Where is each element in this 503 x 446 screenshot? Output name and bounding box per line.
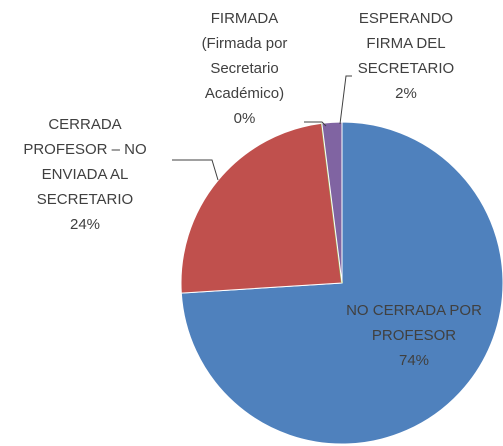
leader-line	[172, 159, 219, 181]
leader-line	[304, 121, 327, 127]
pie	[180, 121, 503, 445]
slice	[180, 122, 343, 294]
leader-line	[339, 75, 352, 125]
category-label: ESPERANDO FIRMA DEL SECRETARIO	[357, 10, 455, 77]
value-label: 2%	[395, 85, 417, 102]
slice-label: CERRADA PROFESOR – NO ENVIADA AL SECRETA…	[10, 112, 160, 237]
slice-label: FIRMADA (Firmada por Secretario Académic…	[182, 6, 307, 131]
slice-label: NO CERRADA POR PROFESOR 74%	[344, 298, 484, 373]
category-label: FIRMADA (Firmada por Secretario Académic…	[201, 10, 288, 102]
category-label: CERRADA PROFESOR – NO ENVIADA AL SECRETA…	[23, 116, 147, 208]
value-label: 74%	[398, 352, 430, 369]
value-label: 0%	[233, 110, 256, 127]
slice	[321, 121, 343, 284]
value-label: 24%	[69, 216, 101, 233]
slice-label: ESPERANDO FIRMA DEL SECRETARIO 2%	[346, 6, 466, 106]
category-label: NO CERRADA POR PROFESOR	[346, 302, 482, 344]
